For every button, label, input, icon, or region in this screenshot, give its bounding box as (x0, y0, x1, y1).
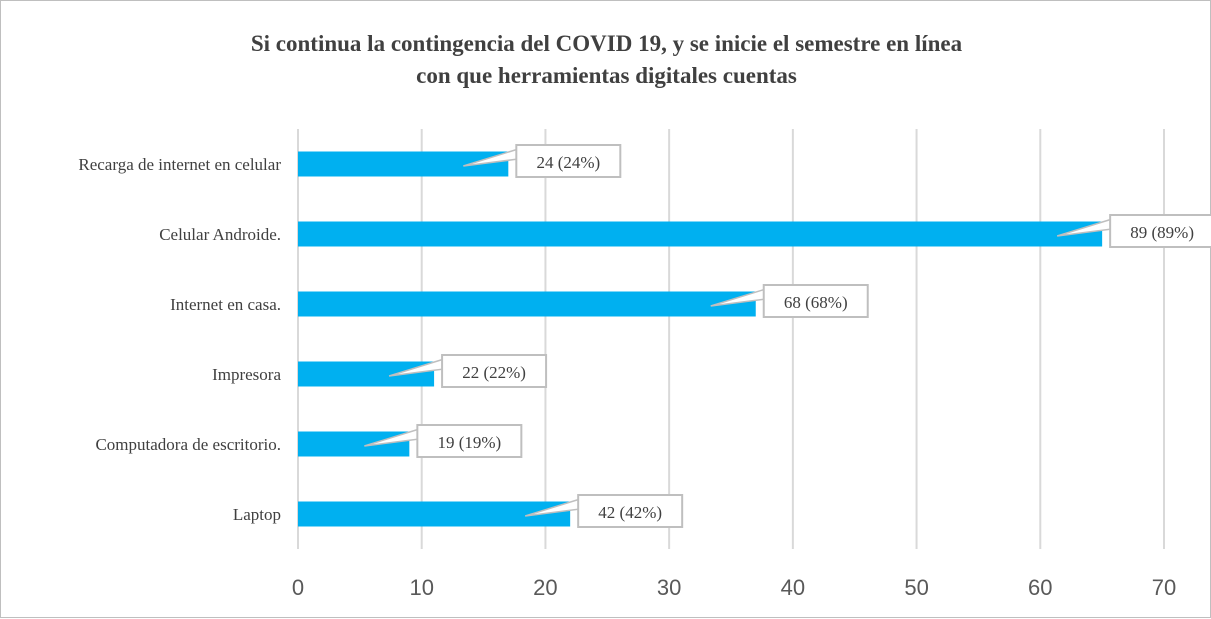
data-label-box (441, 354, 548, 388)
chart-title-line-2: con que herramientas digitales cuentas (416, 63, 797, 88)
category-label: Computadora de escritorio. (95, 435, 281, 454)
category-label: Internet en casa. (170, 295, 281, 314)
data-label-box (577, 494, 684, 528)
data-label-box (515, 144, 622, 178)
x-tick-label: 0 (292, 575, 304, 600)
data-label-box (416, 424, 523, 458)
x-tick-label: 70 (1152, 575, 1176, 600)
x-tick-label: 30 (657, 575, 681, 600)
x-tick-label: 40 (781, 575, 805, 600)
data-label: 89 (89%) (1130, 223, 1194, 242)
x-tick-label: 60 (1028, 575, 1052, 600)
data-label: 19 (19%) (437, 433, 501, 452)
bar (298, 221, 1103, 247)
data-label-box (1109, 214, 1211, 248)
bar (298, 361, 435, 387)
data-label: 22 (22%) (462, 363, 526, 382)
x-tick-label: 10 (409, 575, 433, 600)
bar (298, 431, 410, 457)
category-label: Laptop (233, 505, 281, 524)
x-tick-label: 50 (904, 575, 928, 600)
category-label: Recarga de internet en celular (78, 155, 281, 174)
bar (298, 501, 571, 527)
data-label: 68 (68%) (784, 293, 848, 312)
x-tick-label: 20 (533, 575, 557, 600)
category-label: Impresora (212, 365, 281, 384)
bar (298, 291, 756, 317)
chart-title-line-1: Si continua la contingencia del COVID 19… (250, 31, 963, 56)
data-label-box (762, 284, 869, 318)
data-label: 24 (24%) (536, 153, 600, 172)
data-label: 42 (42%) (598, 503, 662, 522)
category-label: Celular Androide. (159, 225, 281, 244)
